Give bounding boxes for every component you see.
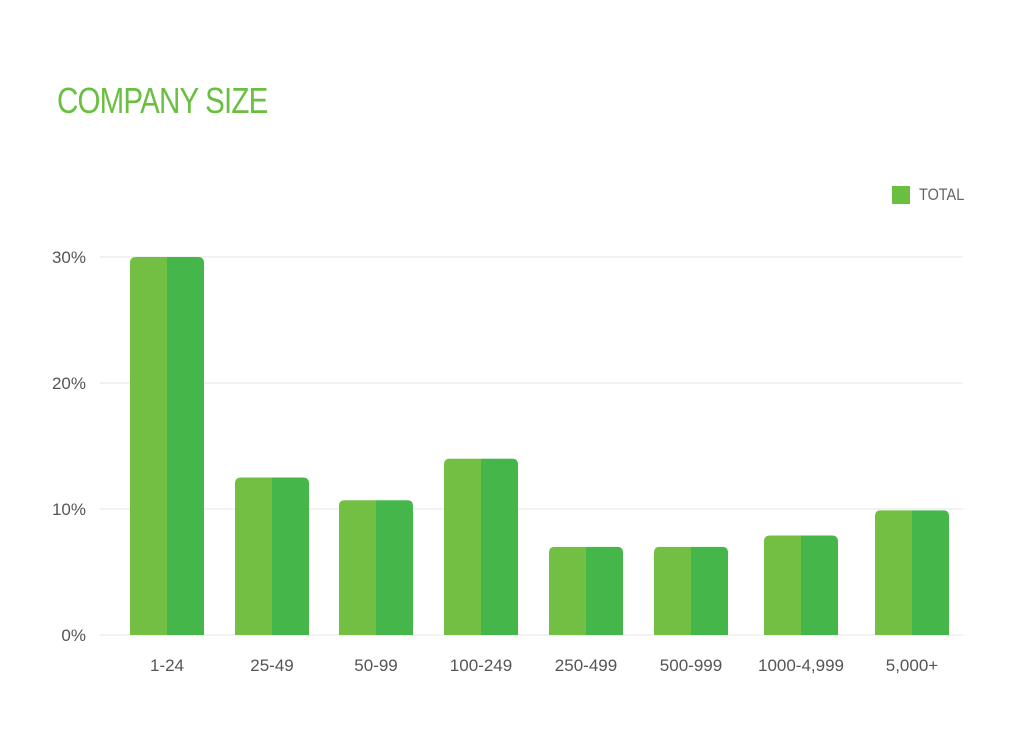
- chart-title: COMPANY SIZE: [57, 80, 268, 121]
- bar-1000-4,999: [764, 535, 838, 635]
- x-tick-label: 50-99: [354, 656, 397, 675]
- x-tick-label: 1-24: [150, 656, 184, 675]
- y-tick-label: 20%: [52, 374, 86, 393]
- y-tick-label: 0%: [61, 626, 86, 645]
- x-tick-label: 500-999: [660, 656, 722, 675]
- bar-250-499: [549, 546, 623, 635]
- bar-50-99: [339, 500, 413, 635]
- bar-right-half: [481, 458, 518, 635]
- y-tick-label: 10%: [52, 500, 86, 519]
- bar-right-half: [912, 510, 949, 635]
- legend-swatch: [892, 186, 910, 204]
- bar-right-half: [376, 500, 413, 635]
- x-tick-label: 1000-4,999: [758, 656, 844, 675]
- bar-left-half: [875, 510, 912, 635]
- legend-label-total: TOTAL: [919, 185, 965, 204]
- x-tick-label: 250-499: [555, 656, 617, 675]
- bar-500-999: [654, 546, 728, 635]
- bar-right-half: [167, 257, 204, 635]
- y-axis-ticks: 0% 10% 20% 30%: [52, 248, 86, 645]
- bar-right-half: [801, 535, 838, 635]
- bar-right-half: [586, 546, 623, 635]
- bar-left-half: [235, 477, 272, 635]
- bar-left-half: [444, 458, 481, 635]
- bar-left-half: [764, 535, 801, 635]
- bar-25-49: [235, 477, 309, 635]
- x-tick-label: 5,000+: [886, 656, 939, 675]
- bar-right-half: [272, 477, 309, 635]
- x-tick-label: 25-49: [250, 656, 293, 675]
- bar-left-half: [654, 546, 691, 635]
- legend: TOTAL: [892, 185, 972, 205]
- bar-5,000+: [875, 510, 949, 635]
- x-tick-label: 100-249: [450, 656, 512, 675]
- y-tick-label: 30%: [52, 248, 86, 267]
- x-axis-ticks: 1-24 25-49 50-99 100-249 250-499 500-999 1000-…: [150, 656, 938, 675]
- bar-100-249: [444, 458, 518, 635]
- bar-left-half: [549, 546, 586, 635]
- bar-right-half: [691, 546, 728, 635]
- bar-1-24: [130, 257, 204, 635]
- bar-left-half: [130, 257, 167, 635]
- bars: [130, 257, 949, 635]
- bar-left-half: [339, 500, 376, 635]
